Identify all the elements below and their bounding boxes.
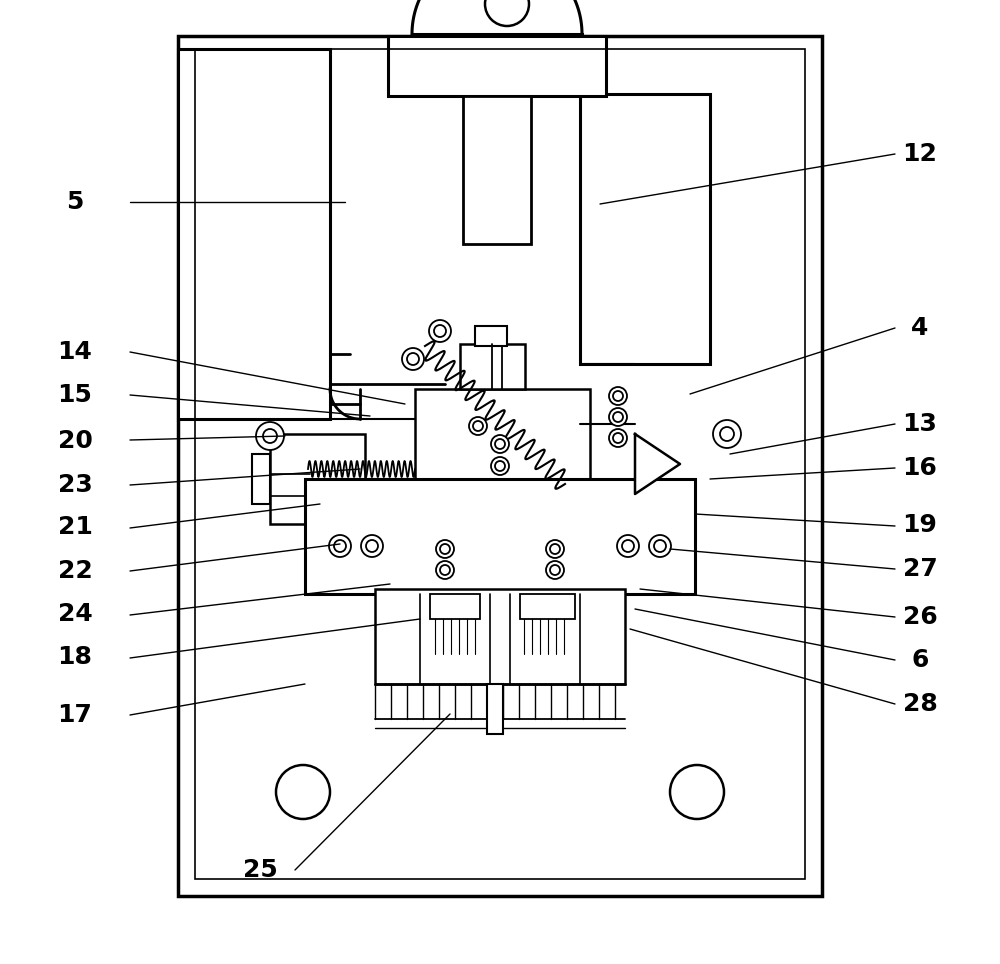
Text: 21: 21: [58, 516, 92, 539]
Text: 5: 5: [66, 191, 84, 214]
Bar: [375, 589, 625, 684]
Text: 22: 22: [58, 559, 92, 582]
Bar: [252, 454, 270, 504]
Circle shape: [434, 325, 446, 337]
Bar: [305, 479, 695, 594]
Polygon shape: [635, 434, 680, 494]
Circle shape: [469, 417, 487, 435]
Circle shape: [546, 561, 564, 579]
Circle shape: [429, 320, 451, 342]
Text: 27: 27: [903, 557, 937, 580]
Text: 6: 6: [911, 649, 929, 672]
Circle shape: [495, 461, 505, 471]
Bar: [487, 684, 503, 734]
Circle shape: [613, 433, 623, 443]
Text: 19: 19: [903, 514, 937, 537]
Circle shape: [473, 421, 483, 431]
Circle shape: [720, 427, 734, 441]
Bar: [415, 389, 590, 479]
Circle shape: [436, 540, 454, 558]
Text: 28: 28: [903, 692, 937, 715]
Circle shape: [263, 429, 277, 443]
Circle shape: [276, 765, 330, 819]
Circle shape: [546, 540, 564, 558]
Text: 12: 12: [903, 143, 937, 166]
Text: 14: 14: [58, 340, 92, 363]
Circle shape: [670, 765, 724, 819]
Text: 4: 4: [911, 316, 929, 339]
Circle shape: [550, 544, 560, 554]
Circle shape: [622, 540, 634, 552]
Text: 13: 13: [903, 413, 937, 436]
Circle shape: [407, 353, 419, 365]
Circle shape: [440, 565, 450, 575]
Bar: [580, 94, 710, 364]
Circle shape: [495, 439, 505, 449]
Text: 18: 18: [58, 646, 92, 669]
Circle shape: [609, 408, 627, 426]
Bar: [388, 36, 606, 96]
Circle shape: [440, 544, 450, 554]
Circle shape: [361, 535, 383, 557]
Circle shape: [613, 412, 623, 422]
Text: 24: 24: [58, 602, 92, 626]
Circle shape: [485, 0, 529, 26]
Circle shape: [256, 422, 284, 450]
Circle shape: [491, 435, 509, 453]
Circle shape: [609, 429, 627, 447]
Circle shape: [366, 540, 378, 552]
Circle shape: [329, 535, 351, 557]
Circle shape: [613, 391, 623, 401]
Circle shape: [609, 387, 627, 405]
Text: 16: 16: [903, 456, 937, 479]
Bar: [430, 594, 480, 619]
Bar: [178, 49, 330, 419]
Circle shape: [402, 348, 424, 370]
Circle shape: [436, 561, 454, 579]
Text: 25: 25: [243, 858, 277, 881]
Text: 17: 17: [58, 704, 92, 727]
Bar: [178, 36, 822, 896]
Bar: [520, 594, 575, 619]
Circle shape: [654, 540, 666, 552]
Circle shape: [649, 535, 671, 557]
Bar: [412, 34, 582, 94]
Bar: [463, 96, 531, 244]
Bar: [270, 434, 365, 524]
Bar: [460, 344, 525, 389]
Circle shape: [617, 535, 639, 557]
Text: 20: 20: [58, 429, 92, 452]
Circle shape: [491, 457, 509, 475]
Circle shape: [713, 420, 741, 448]
Bar: [475, 326, 507, 346]
Text: 15: 15: [58, 384, 92, 407]
Text: 23: 23: [58, 473, 92, 496]
Bar: [195, 49, 805, 879]
Circle shape: [334, 540, 346, 552]
Circle shape: [550, 565, 560, 575]
Text: 26: 26: [903, 605, 937, 629]
